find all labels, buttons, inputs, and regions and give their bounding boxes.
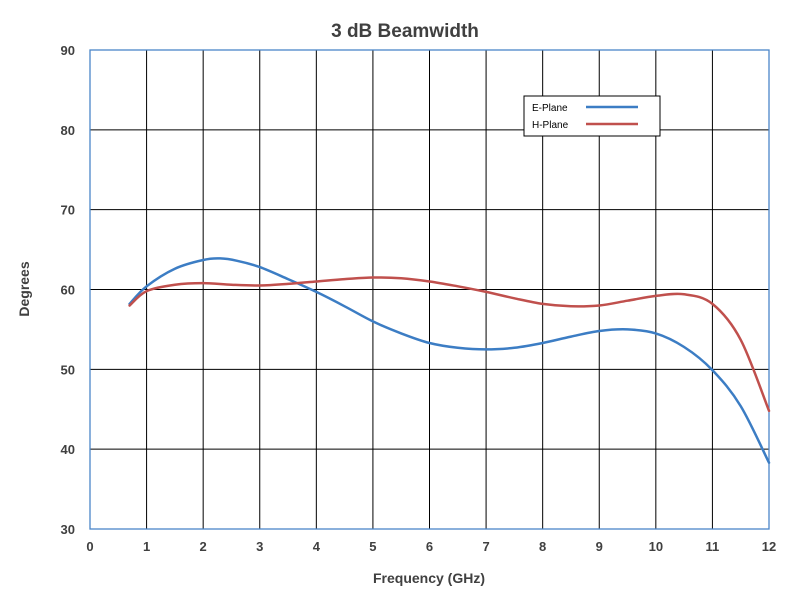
x-tick-label: 11 xyxy=(706,539,720,554)
y-axis-ticks: 30 40 50 60 70 80 90 xyxy=(61,43,75,537)
y-tick-label: 60 xyxy=(61,283,75,298)
legend-box xyxy=(523,95,661,137)
x-tick-label: 5 xyxy=(369,539,376,554)
y-axis-label: Degrees xyxy=(16,261,32,316)
series-line-e-plane xyxy=(128,257,771,464)
x-tick-label: 0 xyxy=(86,539,93,554)
y-tick-label: 80 xyxy=(61,123,75,138)
y-tick-label: 30 xyxy=(61,522,75,537)
x-tick-label: 12 xyxy=(762,539,776,554)
series-layer xyxy=(128,257,771,464)
legend-label: E-Plane xyxy=(532,103,568,114)
x-tick-label: 6 xyxy=(426,539,433,554)
x-tick-label: 3 xyxy=(256,539,263,554)
x-tick-label: 1 xyxy=(143,539,150,554)
x-tick-label: 2 xyxy=(200,539,207,554)
x-axis-ticks: 0 1 2 3 4 5 6 7 8 9 10 11 12 xyxy=(86,539,776,554)
x-tick-label: 7 xyxy=(482,539,489,554)
x-tick-label: 8 xyxy=(539,539,546,554)
legend-label: H-Plane xyxy=(532,120,569,131)
x-tick-label: 4 xyxy=(313,539,321,554)
x-axis-label: Frequency (GHz) xyxy=(373,570,485,586)
chart-title: 3 dB Beamwidth xyxy=(331,21,479,42)
plot-area-border xyxy=(89,49,770,530)
series-line-h-plane xyxy=(128,276,771,413)
x-tick-label: 9 xyxy=(596,539,603,554)
x-tick-label: 10 xyxy=(649,539,663,554)
y-tick-label: 70 xyxy=(61,203,75,218)
y-tick-label: 40 xyxy=(61,442,75,457)
y-tick-label: 50 xyxy=(61,362,75,377)
y-tick-label: 90 xyxy=(61,43,75,58)
legend: E-Plane H-Plane xyxy=(523,95,661,137)
